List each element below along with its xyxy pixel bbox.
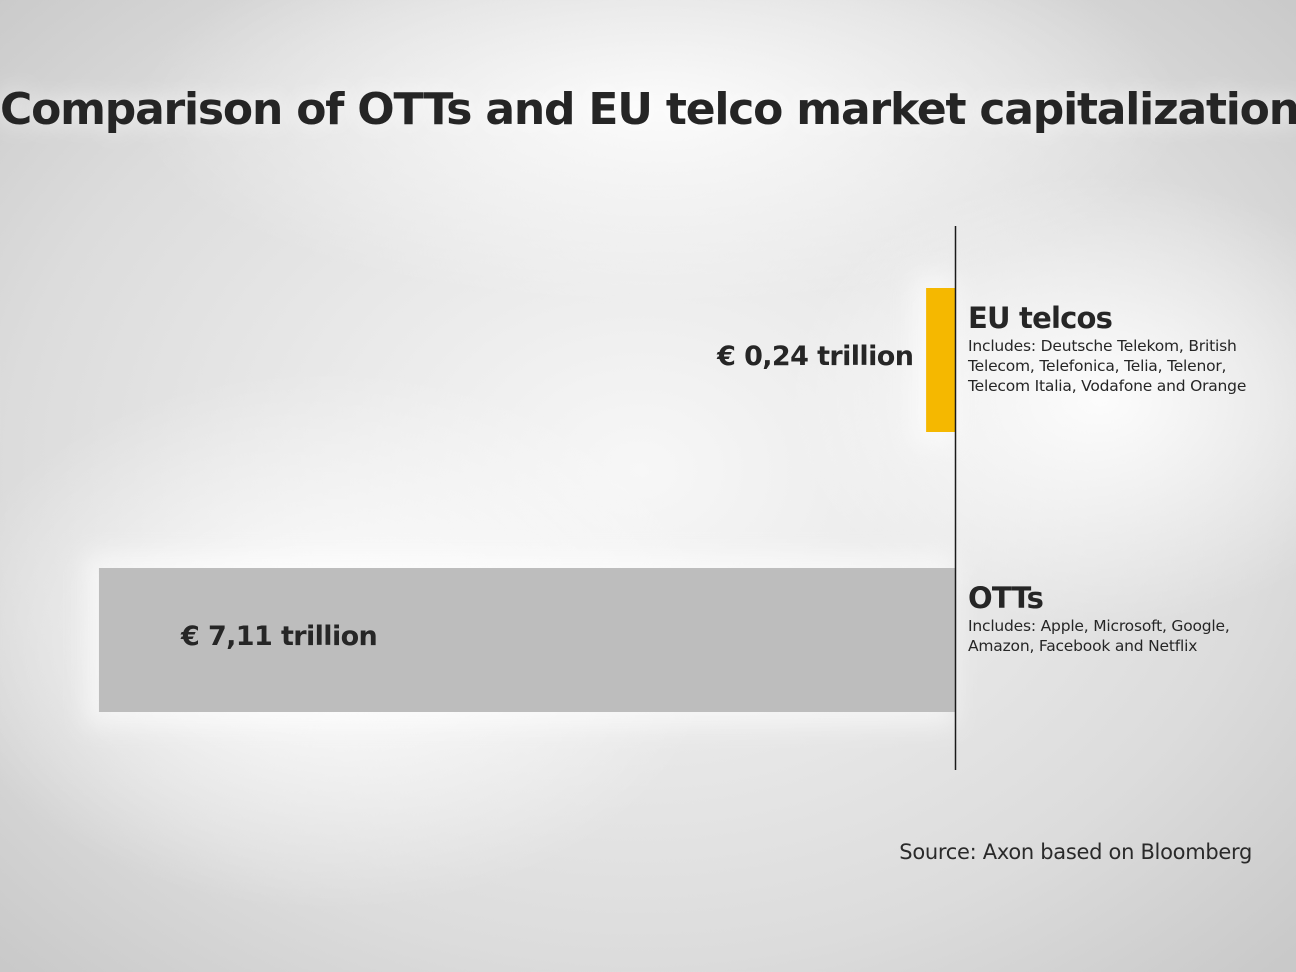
value-label-otts: € 7,11 trillion	[180, 621, 378, 652]
bar-eu-telcos	[926, 288, 955, 432]
category-name-eu-telcos: EU telcos	[968, 301, 1113, 335]
chart-title: Comparison of OTTs and EU telco market c…	[0, 84, 1296, 135]
source-note: Source: Axon based on Bloomberg	[899, 840, 1252, 864]
category-description-eu-telcos: Includes: Deutsche Telekom, British Tele…	[968, 337, 1247, 395]
category-eu-telcos: EU telcos Includes: Deutsche Telekom, Br…	[968, 300, 1268, 396]
bar-otts	[98, 568, 956, 712]
value-label-eu-telcos: € 0,24 trillion	[717, 341, 914, 372]
category-name-otts: OTTs	[968, 581, 1044, 615]
category-description-otts: Includes: Apple, Microsoft, Google, Amaz…	[968, 617, 1230, 655]
category-otts: OTTs Includes: Apple, Microsoft, Google,…	[968, 580, 1268, 656]
